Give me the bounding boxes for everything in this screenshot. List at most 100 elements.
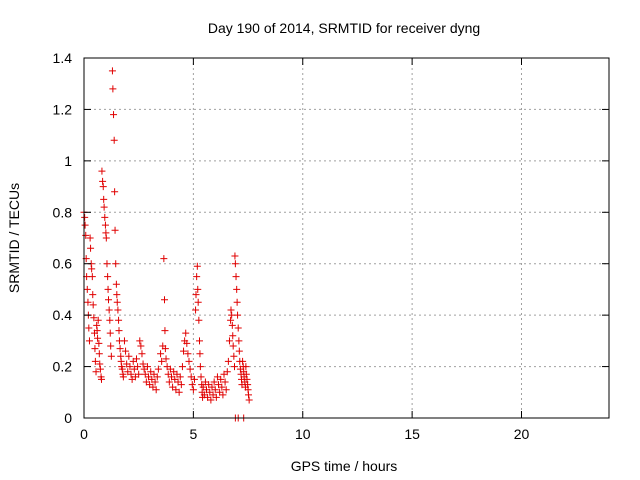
data-point <box>107 342 115 350</box>
data-point <box>227 316 235 324</box>
data-point <box>102 234 110 242</box>
data-point <box>110 136 118 144</box>
data-point <box>222 386 230 394</box>
data-point <box>245 391 252 399</box>
data-point <box>105 296 112 304</box>
data-point <box>210 378 218 386</box>
data-point <box>207 396 215 404</box>
data-point <box>192 306 200 314</box>
data-point <box>221 378 229 386</box>
data-point <box>190 375 198 383</box>
data-point <box>101 213 109 221</box>
data-point <box>113 298 121 306</box>
data-point <box>242 363 250 371</box>
data-point <box>96 365 104 373</box>
data-point <box>110 111 118 119</box>
data-point <box>223 368 231 376</box>
data-point <box>192 291 200 299</box>
data-point <box>231 260 239 268</box>
data-point <box>219 391 227 399</box>
data-point <box>106 316 114 324</box>
data-point <box>88 273 96 281</box>
data-point <box>212 393 220 401</box>
x-tick-label: 15 <box>404 426 420 442</box>
data-point <box>175 388 183 396</box>
data-point <box>230 352 238 360</box>
data-points <box>80 67 253 422</box>
data-point <box>133 355 140 363</box>
data-point <box>154 365 162 373</box>
data-point <box>161 327 169 335</box>
data-point <box>139 360 147 368</box>
data-point <box>228 321 236 329</box>
data-point <box>81 213 89 221</box>
data-point <box>195 316 203 324</box>
data-point <box>233 298 241 306</box>
data-point <box>189 386 197 394</box>
data-point <box>93 327 101 335</box>
data-point <box>184 350 192 358</box>
data-point <box>82 231 90 239</box>
data-point <box>243 375 251 383</box>
data-point <box>90 314 98 322</box>
data-point <box>138 350 146 358</box>
data-point <box>234 311 242 319</box>
y-tick-label: 0 <box>64 410 72 426</box>
data-point <box>111 188 119 196</box>
data-point <box>91 345 99 353</box>
data-point <box>218 383 226 391</box>
data-point <box>99 177 107 185</box>
y-tick-label: 0.6 <box>53 256 73 272</box>
data-point <box>95 339 103 347</box>
data-point <box>112 260 120 268</box>
data-point <box>99 183 107 191</box>
data-point <box>186 365 194 373</box>
y-tick-label: 1.4 <box>53 50 73 66</box>
data-point <box>136 337 144 345</box>
data-point <box>143 363 151 371</box>
data-point <box>157 350 165 358</box>
data-point <box>96 360 104 368</box>
data-point <box>107 352 115 360</box>
data-point <box>134 363 142 371</box>
data-point <box>176 373 184 381</box>
data-point <box>114 306 122 314</box>
data-point <box>112 280 120 288</box>
data-point <box>88 265 96 273</box>
data-point <box>235 347 243 355</box>
data-point <box>122 347 130 355</box>
data-point <box>115 316 123 324</box>
data-point <box>224 357 232 365</box>
data-point <box>196 350 204 358</box>
data-point <box>228 311 236 319</box>
data-point <box>104 285 112 293</box>
data-point <box>235 337 243 345</box>
x-tick-label: 0 <box>80 426 88 442</box>
x-tick-label: 5 <box>189 426 197 442</box>
data-point <box>196 337 203 345</box>
data-point <box>92 368 100 376</box>
data-point <box>183 339 191 347</box>
data-point <box>158 357 166 365</box>
y-tick-label: 0.8 <box>53 204 73 220</box>
data-point <box>197 373 205 381</box>
x-tick-label: 10 <box>295 426 311 442</box>
data-point <box>177 381 185 389</box>
data-point <box>194 285 202 293</box>
data-point <box>239 357 247 365</box>
data-point <box>104 273 112 281</box>
data-point <box>106 329 114 337</box>
data-point <box>231 252 239 260</box>
data-point <box>101 221 109 229</box>
data-point <box>109 85 117 93</box>
data-point <box>229 332 237 340</box>
data-point <box>161 296 168 304</box>
data-point <box>94 334 102 342</box>
plot-frame <box>83 57 610 419</box>
data-point <box>98 167 106 175</box>
y-tick-label: 1 <box>64 153 72 169</box>
data-point <box>185 357 193 365</box>
data-point <box>165 378 173 386</box>
data-point <box>152 386 160 394</box>
